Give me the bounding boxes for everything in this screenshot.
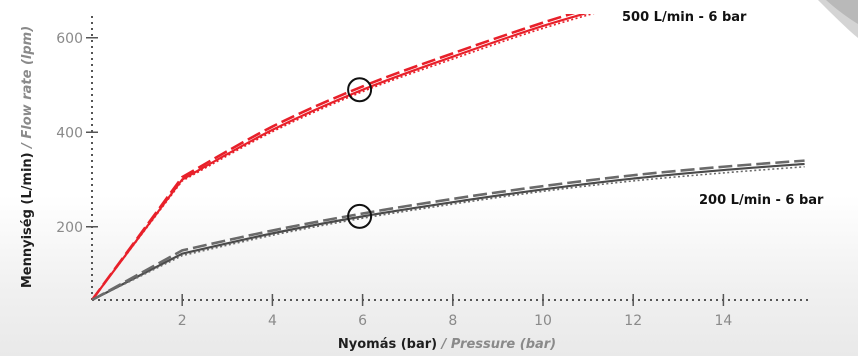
operating-point-marker-1	[347, 203, 373, 229]
x-axis-label: Nyomás (bar) / Pressure (bar)	[338, 337, 556, 352]
y-tick-label: 600	[56, 31, 83, 47]
operating-point-marker-0	[347, 77, 373, 103]
y-axis-label-main: Mennyiség (L/min)	[20, 152, 35, 288]
y-tick-label: 400	[56, 125, 83, 141]
series-line-3-solid	[91, 162, 805, 301]
product-photo-fragment	[818, 0, 858, 38]
series-line-5-dotted	[91, 165, 805, 301]
series-label-500: 500 L/min - 6 bar	[622, 10, 747, 25]
x-axis-label-sub: / Pressure (bar)	[437, 337, 556, 352]
x-axis-label-main: Nyomás (bar)	[338, 337, 437, 352]
x-tick-label: 14	[714, 313, 732, 329]
axes: 2 4 6 8 10 12 14 200 400 600	[56, 14, 811, 329]
x-tick-label: 6	[358, 313, 367, 329]
y-axis-label: Mennyiség (L/min) / Flow rate (lpm)	[20, 26, 35, 288]
y-tick-label: 200	[56, 220, 83, 236]
x-tick-label: 4	[268, 313, 277, 329]
series-markers	[347, 77, 373, 229]
x-tick-label: 12	[624, 313, 642, 329]
x-tick-label: 2	[178, 313, 187, 329]
series-line-4-dashed	[91, 159, 805, 302]
x-tick-label: 10	[534, 313, 552, 329]
y-axis-label-sub: / Flow rate (lpm)	[20, 26, 35, 153]
series-line-0-solid	[91, 14, 588, 301]
series-label-200: 200 L/min - 6 bar	[699, 193, 824, 208]
x-tick-label: 8	[448, 313, 457, 329]
series-lines	[90, 14, 805, 302]
labels: Mennyiség (L/min) / Flow rate (lpm) Nyom…	[20, 10, 824, 352]
series-line-1-dashed	[90, 14, 576, 301]
series-line-2-dotted	[91, 14, 595, 301]
